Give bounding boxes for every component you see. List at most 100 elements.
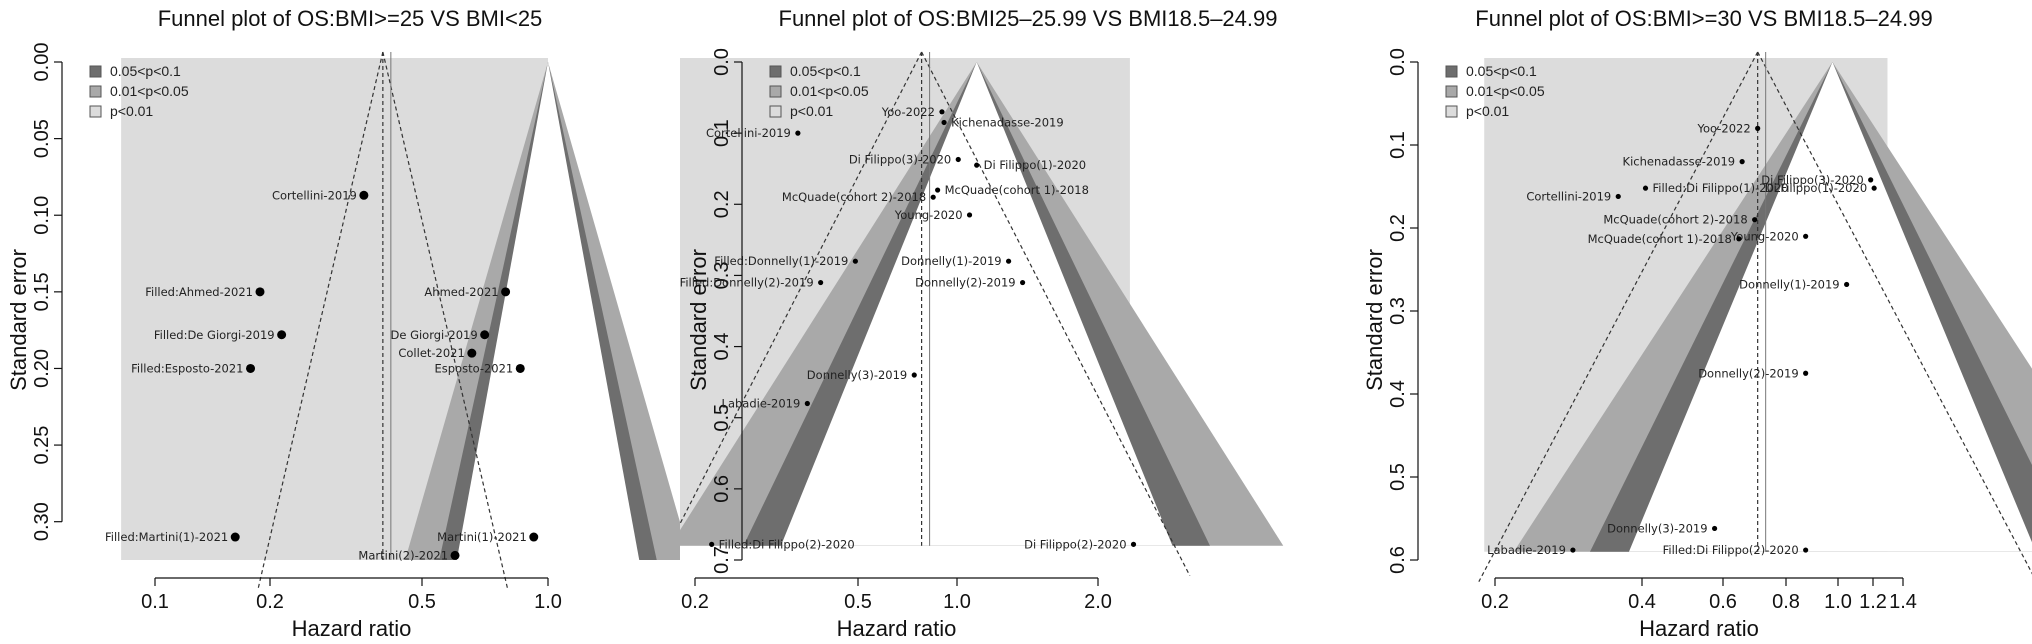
study-label: Filled:Di Filippo(1)-2020 bbox=[1653, 181, 1789, 195]
study-point bbox=[1642, 185, 1649, 191]
legend-label: p<0.01 bbox=[110, 103, 153, 119]
study-label: Kichenadasse-2019 bbox=[1623, 155, 1736, 169]
legend-label: 0.05<p<0.1 bbox=[110, 63, 181, 79]
study-point bbox=[1755, 125, 1761, 131]
x-tick-label: 1.0 bbox=[1824, 591, 1852, 613]
study-label: Filled:Ahmed-2021 bbox=[145, 285, 253, 299]
study-point bbox=[515, 363, 525, 373]
study-point bbox=[852, 258, 858, 264]
legend-label: 0.01<p<0.05 bbox=[1466, 83, 1545, 99]
legend-swatch bbox=[89, 105, 102, 118]
funnel-left-limit bbox=[257, 51, 384, 591]
study-point bbox=[935, 187, 941, 193]
study-label: Filled:Di Filippo(2)-2020 bbox=[719, 537, 855, 551]
study-label: Martini(1)-2021 bbox=[437, 530, 527, 544]
study-point bbox=[1615, 193, 1621, 200]
x-tick-label: 0.5 bbox=[408, 591, 436, 613]
legend-swatch bbox=[769, 65, 782, 78]
y-tick-label: 0.1 bbox=[1387, 131, 1409, 159]
y-tick-label: 0.4 bbox=[711, 333, 733, 361]
study-point bbox=[1020, 279, 1026, 286]
y-tick-label: 0.05 bbox=[31, 119, 53, 158]
study-point bbox=[1803, 547, 1809, 553]
legend-swatch bbox=[1445, 105, 1458, 118]
study-point bbox=[277, 330, 287, 340]
study-point bbox=[1736, 236, 1742, 242]
study-point bbox=[709, 541, 715, 547]
y-tick-label: 0.3 bbox=[711, 262, 733, 290]
study-label: Yoo-2022 bbox=[1696, 121, 1750, 135]
study-label: Filled:Donnelly(1)-2019 bbox=[714, 254, 848, 268]
y-tick-label: 0.20 bbox=[31, 349, 53, 388]
study-point bbox=[1868, 177, 1874, 183]
study-label: Kichenadasse-2019 bbox=[951, 115, 1064, 129]
legend-swatch bbox=[89, 65, 102, 78]
study-label: Cortellini-2019 bbox=[272, 188, 357, 202]
study-label: Cortellini-2019 bbox=[706, 126, 791, 140]
study-label: Esposto-2021 bbox=[434, 361, 513, 375]
chart-title: Funnel plot of OS:BMI>=25 VS BMI<25 bbox=[158, 6, 543, 31]
study-label: McQuade(cohort 2)-2018 bbox=[782, 190, 926, 204]
study-label: Cortellini-2019 bbox=[1526, 189, 1611, 203]
contour-p-0.1 bbox=[456, 62, 640, 560]
study-label: Donnelly(1)-2019 bbox=[1739, 277, 1839, 291]
study-point bbox=[529, 532, 539, 542]
study-point bbox=[974, 162, 980, 168]
study-point bbox=[359, 190, 369, 200]
y-axis-label: Standard error bbox=[686, 249, 711, 391]
funnel-plot-bmi25-25.99-vs-bmi18.5-24.99: 0.2 0.5 1.0 2.0 0.0 0.1 0.2 0.3 0.4 0.5 0.6 0.7 Yoo-… bbox=[680, 6, 1284, 641]
study-point bbox=[230, 532, 240, 542]
x-tick-label: 0.6 bbox=[1709, 591, 1737, 613]
y-tick-label: 0.0 bbox=[1387, 48, 1409, 76]
study-point bbox=[501, 287, 511, 297]
study-label: McQuade(cohort 1)-2018 bbox=[945, 183, 1089, 197]
legend-swatch bbox=[1445, 85, 1458, 98]
x-tick-label: 0.2 bbox=[256, 591, 284, 613]
funnel-left-limit bbox=[1478, 51, 1759, 582]
legend-label: 0.01<p<0.05 bbox=[790, 83, 869, 99]
legend-label: 0.01<p<0.05 bbox=[110, 83, 189, 99]
study-point bbox=[818, 279, 824, 286]
funnel-right-limit bbox=[1757, 51, 2032, 575]
study-label: Di Filippo(1)-2020 bbox=[984, 158, 1086, 172]
funnel-left-limit bbox=[680, 51, 923, 526]
study-label: De Giorgi-2019 bbox=[390, 328, 477, 342]
x-axis-label: Hazard ratio bbox=[1639, 616, 1759, 641]
study-point bbox=[255, 287, 265, 297]
y-tick-label: 0.15 bbox=[31, 272, 53, 311]
study-point bbox=[804, 400, 810, 407]
y-tick-label: 0.4 bbox=[1387, 380, 1409, 408]
y-tick-label: 0.1 bbox=[711, 119, 733, 147]
y-tick-label: 0.25 bbox=[31, 426, 53, 465]
study-label: Donnelly(2)-2019 bbox=[915, 276, 1015, 290]
study-label: Collet-2021 bbox=[398, 346, 464, 360]
study-point bbox=[1871, 185, 1877, 191]
study-point bbox=[467, 348, 477, 358]
study-point bbox=[1803, 370, 1809, 376]
x-tick-label: 0.2 bbox=[1481, 591, 1509, 613]
y-tick-label: 0.5 bbox=[711, 404, 733, 432]
study-point bbox=[480, 330, 490, 340]
study-label: Filled:Esposto-2021 bbox=[131, 361, 243, 375]
study-point bbox=[1844, 281, 1850, 288]
legend-label: p<0.01 bbox=[790, 103, 833, 119]
y-tick-label: 0.10 bbox=[31, 196, 53, 235]
legend-swatch bbox=[1445, 65, 1458, 78]
study-label: Filled:Martini(1)-2021 bbox=[105, 530, 228, 544]
legend-swatch bbox=[89, 85, 102, 98]
legend-swatch bbox=[769, 85, 782, 98]
study-point bbox=[246, 363, 256, 373]
study-label: Di Filippo(2)-2020 bbox=[1024, 537, 1126, 551]
y-tick-label: 0.2 bbox=[711, 190, 733, 218]
study-label: Labadie-2019 bbox=[1487, 543, 1566, 557]
study-point bbox=[955, 156, 961, 163]
x-tick-label: 1.4 bbox=[1889, 591, 1917, 613]
x-tick-label: 1.2 bbox=[1859, 591, 1887, 613]
y-tick-label: 0.30 bbox=[31, 502, 53, 541]
study-point bbox=[930, 194, 936, 200]
study-point bbox=[1752, 217, 1758, 223]
study-point bbox=[1711, 525, 1718, 532]
study-label: Donnelly(3)-2019 bbox=[1607, 521, 1707, 535]
contour-p-0.1 bbox=[780, 62, 1173, 546]
